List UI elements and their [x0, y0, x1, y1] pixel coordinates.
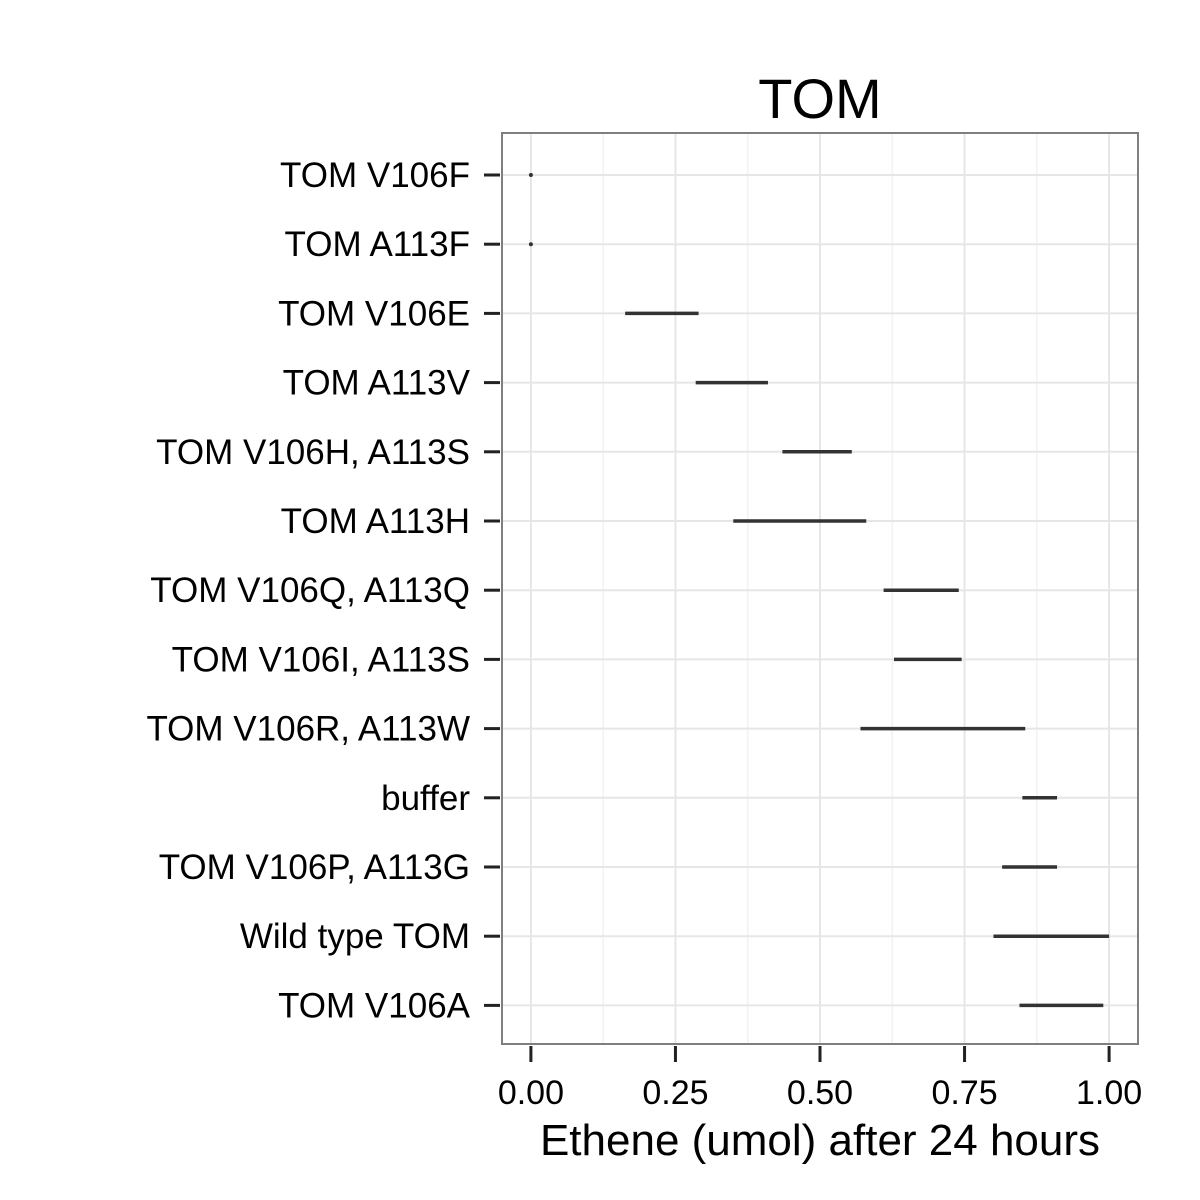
chart-title: TOM [758, 67, 881, 130]
y-tick-label: TOM A113V [283, 364, 471, 403]
range-point [528, 242, 533, 247]
x-tick-label: 0.75 [931, 1074, 997, 1112]
x-axis: 0.00 0.25 0.50 0.75 1.00 [498, 1046, 1142, 1112]
y-tick-label: Wild type TOM [240, 917, 470, 956]
y-tick-label: TOM V106R, A113W [146, 710, 470, 749]
x-tick-label: 1.00 [1076, 1074, 1142, 1112]
y-tick-label: TOM V106H, A113S [156, 433, 470, 472]
y-tick-label: TOM V106Q, A113Q [150, 571, 470, 610]
y-tick-label: TOM V106I, A113S [172, 640, 470, 679]
x-tick-label: 0.50 [787, 1074, 853, 1112]
x-tick-label: 0.00 [498, 1074, 564, 1112]
panel-border [501, 132, 1139, 1045]
y-tick-label: TOM V106P, A113G [159, 848, 470, 887]
plot-area [502, 133, 1138, 1044]
y-axis: TOM V106F TOM A113F TOM V106E TOM A113V TOM … [146, 156, 500, 1025]
y-tick-label: TOM V106E [278, 294, 470, 333]
x-tick-label: 0.25 [642, 1074, 708, 1112]
y-tick-label: TOM A113H [281, 502, 470, 541]
y-tick-label: TOM A113F [285, 225, 470, 264]
range-point [528, 173, 533, 177]
x-axis-label: Ethene (umol) after 24 hours [540, 1116, 1100, 1165]
y-tick-label: buffer [381, 779, 470, 818]
y-tick-label: TOM V106F [280, 156, 470, 195]
y-tick-label: TOM V106A [278, 986, 471, 1025]
